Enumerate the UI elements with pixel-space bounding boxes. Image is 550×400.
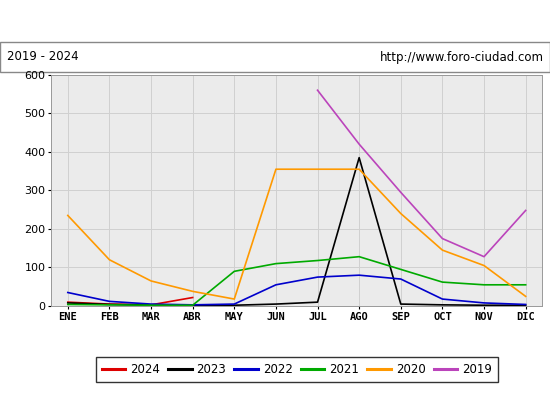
Legend: 2024, 2023, 2022, 2021, 2020, 2019: 2024, 2023, 2022, 2021, 2020, 2019	[96, 357, 498, 382]
Text: http://www.foro-ciudad.com: http://www.foro-ciudad.com	[379, 50, 543, 64]
Text: 2019 - 2024: 2019 - 2024	[7, 50, 78, 64]
Text: Evolucion Nº Turistas Nacionales en el municipio de Oncala: Evolucion Nº Turistas Nacionales en el m…	[53, 14, 497, 28]
FancyBboxPatch shape	[0, 42, 550, 72]
